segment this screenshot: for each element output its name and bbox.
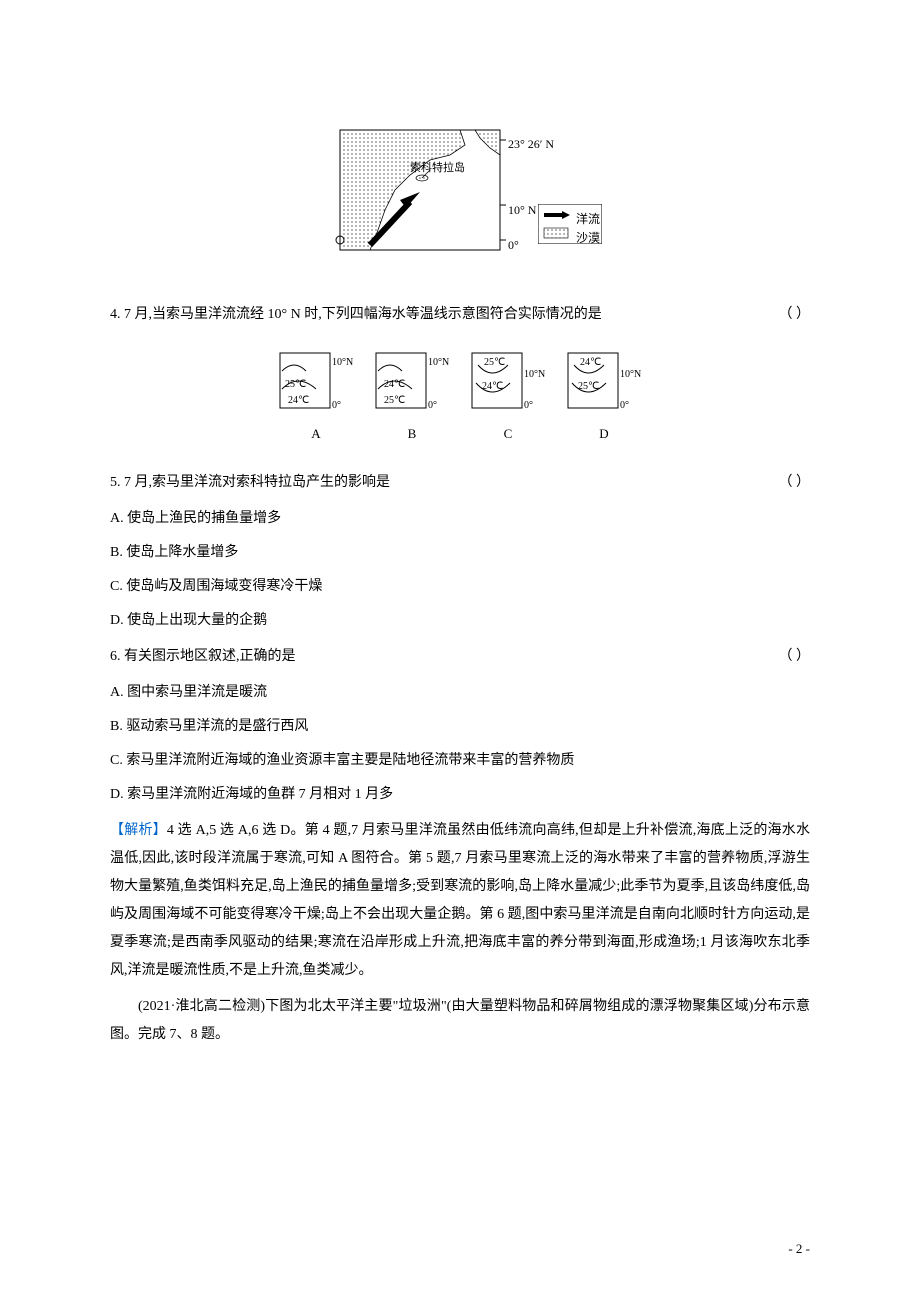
svg-text:0°: 0° bbox=[428, 400, 437, 411]
lat-23: 23° 26′ N bbox=[508, 132, 554, 156]
svg-text:25℃: 25℃ bbox=[384, 395, 405, 406]
q78-intro: (2021·淮北高二检测)下图为北太平洋主要"垃圾洲"(由大量塑料物品和碎屑物组… bbox=[110, 993, 810, 1049]
lat-10: 10° N bbox=[508, 198, 536, 222]
svg-text:0°: 0° bbox=[620, 400, 629, 411]
q6-opt-c: C. 索马里洋流附近海域的渔业资源丰富主要是陆地径流带来丰富的营养物质 bbox=[110, 747, 810, 775]
svg-text:24℃: 24℃ bbox=[482, 381, 503, 392]
q6-opt-b: B. 驱动索马里洋流的是盛行西风 bbox=[110, 713, 810, 741]
q4-b-label: B bbox=[372, 421, 452, 447]
somali-map-figure: 索科特拉岛 23° 26′ N 10° N 0° 洋流 沙漠 bbox=[310, 120, 610, 270]
q4-paren: （ ） bbox=[779, 301, 811, 329]
q6-opt-a: A. 图中索马里洋流是暖流 bbox=[110, 679, 810, 707]
q5-opt-a: A. 使岛上渔民的捕鱼量增多 bbox=[110, 505, 810, 533]
q4-c-label: C bbox=[468, 421, 548, 447]
island-label: 索科特拉岛 bbox=[410, 160, 465, 174]
lat-0: 0° bbox=[508, 233, 519, 257]
legend-desert-label: 沙漠 bbox=[576, 226, 600, 250]
svg-text:10°N: 10°N bbox=[524, 369, 545, 380]
q5-opt-d: D. 使岛上出现大量的企鹅 bbox=[110, 607, 810, 635]
q5-paren: （ ） bbox=[779, 469, 811, 497]
svg-text:25℃: 25℃ bbox=[285, 379, 306, 390]
q5-text: 5. 7 月,索马里洋流对索科特拉岛产生的影响是 bbox=[110, 469, 771, 497]
q6-opt-d: D. 索马里洋流附近海域的鱼群 7 月相对 1 月多 bbox=[110, 781, 810, 809]
q5-opt-c: C. 使岛屿及周围海域变得寒冷干燥 bbox=[110, 573, 810, 601]
svg-text:0°: 0° bbox=[332, 400, 341, 411]
svg-text:0°: 0° bbox=[524, 400, 533, 411]
q4-a-label: A bbox=[276, 421, 356, 447]
q4-text: 4. 7 月,当索马里洋流流经 10° N 时,下列四幅海水等温线示意图符合实际… bbox=[110, 301, 771, 329]
q6-line: 6. 有关图示地区叙述,正确的是 （ ） bbox=[110, 643, 810, 671]
q4-d-label: D bbox=[564, 421, 644, 447]
svg-text:10°N: 10°N bbox=[620, 369, 641, 380]
q4-opt-a: 25℃ 24℃ 10°N 0° A bbox=[276, 349, 356, 447]
svg-text:10°N: 10°N bbox=[332, 357, 353, 368]
q6-paren: （ ） bbox=[779, 643, 811, 671]
q6-text: 6. 有关图示地区叙述,正确的是 bbox=[110, 643, 771, 671]
q4-options-figure: 25℃ 24℃ 10°N 0° A 24℃ 25℃ 10°N 0° B bbox=[110, 349, 810, 449]
svg-text:25℃: 25℃ bbox=[484, 357, 505, 368]
svg-text:24℃: 24℃ bbox=[384, 379, 405, 390]
svg-text:24℃: 24℃ bbox=[288, 395, 309, 406]
explanation: 【解析】4 选 A,5 选 A,6 选 D。第 4 题,7 月索马里洋流虽然由低… bbox=[110, 817, 810, 985]
explain-body: 4 选 A,5 选 A,6 选 D。第 4 题,7 月索马里洋流虽然由低纬流向高… bbox=[110, 823, 810, 978]
page-number: - 2 - bbox=[788, 1236, 810, 1262]
explain-prefix: 【解析】 bbox=[110, 823, 167, 838]
q4-opt-d: 24℃ 25℃ 10°N 0° D bbox=[564, 349, 644, 447]
svg-text:24℃: 24℃ bbox=[580, 357, 601, 368]
q4-opt-c: 25℃ 24℃ 10°N 0° C bbox=[468, 349, 548, 447]
q4-line: 4. 7 月,当索马里洋流流经 10° N 时,下列四幅海水等温线示意图符合实际… bbox=[110, 301, 810, 329]
svg-text:25℃: 25℃ bbox=[578, 381, 599, 392]
q5-opt-b: B. 使岛上降水量增多 bbox=[110, 539, 810, 567]
map-figure-row: 索科特拉岛 23° 26′ N 10° N 0° 洋流 沙漠 bbox=[110, 120, 810, 281]
legend: 洋流 沙漠 bbox=[538, 204, 602, 252]
q5-line: 5. 7 月,索马里洋流对索科特拉岛产生的影响是 （ ） bbox=[110, 469, 810, 497]
q4-opt-b: 24℃ 25℃ 10°N 0° B bbox=[372, 349, 452, 447]
svg-text:10°N: 10°N bbox=[428, 357, 449, 368]
